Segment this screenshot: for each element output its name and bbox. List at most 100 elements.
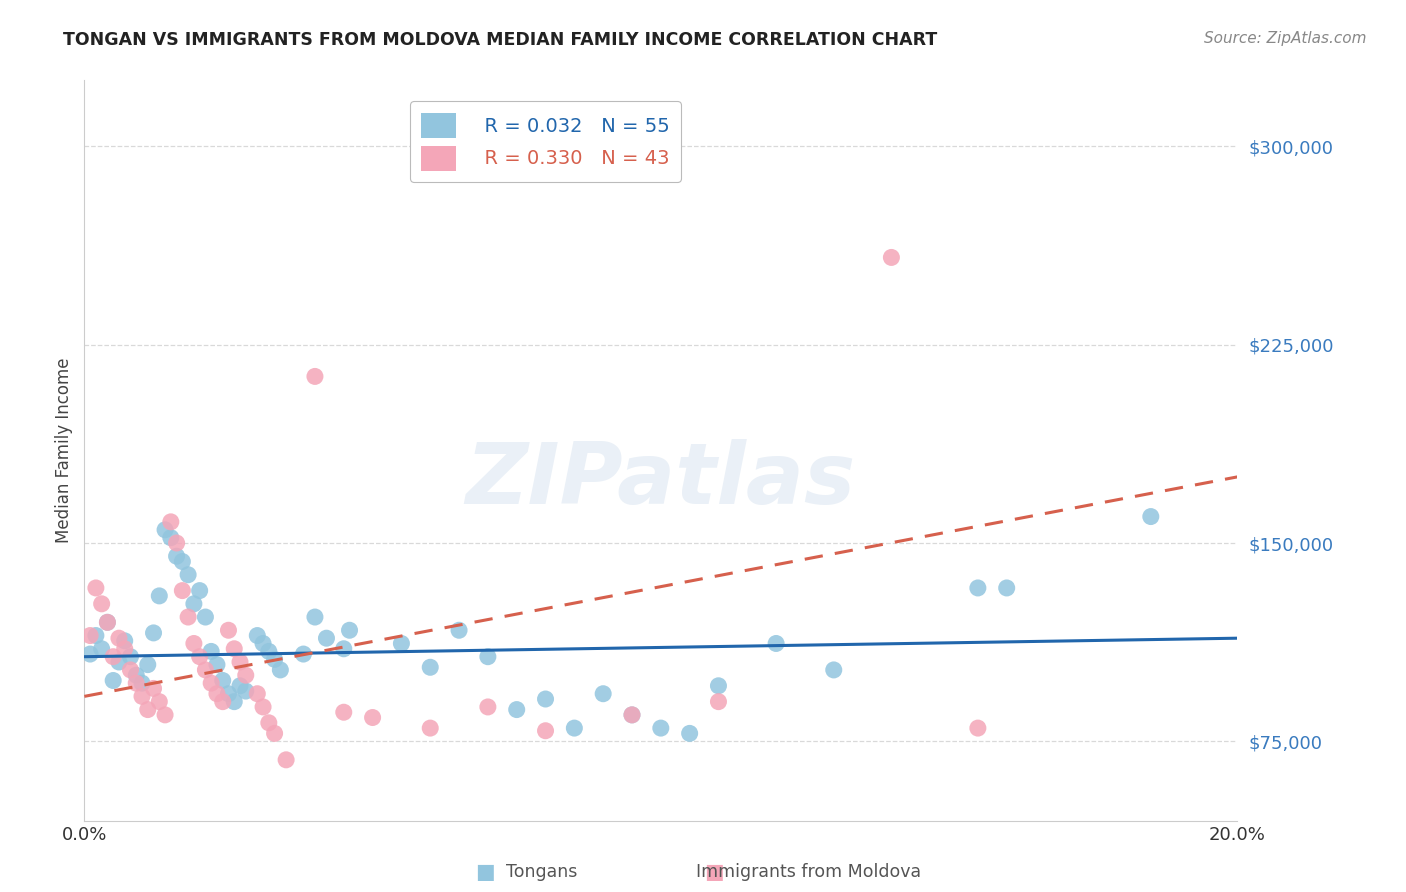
Point — [108, 631, 131, 645]
Point — [205, 657, 228, 672]
Point — [84, 629, 107, 643]
Point — [136, 657, 159, 672]
Point — [142, 626, 165, 640]
Point — [177, 567, 200, 582]
Text: TONGAN VS IMMIGRANTS FROM MOLDOVA MEDIAN FAMILY INCOME CORRELATION CHART: TONGAN VS IMMIGRANTS FROM MOLDOVA MEDIAN… — [63, 31, 938, 49]
Point — [506, 703, 529, 717]
Point — [224, 641, 246, 656]
Point — [166, 549, 188, 564]
Point — [90, 597, 112, 611]
Text: Immigrants from Moldova: Immigrants from Moldova — [696, 863, 921, 881]
Point — [211, 695, 233, 709]
Point — [224, 695, 246, 709]
Point — [183, 636, 205, 650]
Point — [153, 707, 176, 722]
Point — [707, 695, 730, 709]
Point — [967, 721, 990, 735]
Point — [153, 523, 176, 537]
Text: ■: ■ — [475, 863, 495, 882]
Point — [246, 629, 269, 643]
Point — [84, 581, 107, 595]
Point — [1140, 509, 1163, 524]
Text: Tongans: Tongans — [506, 863, 576, 881]
Point — [477, 649, 499, 664]
Point — [880, 251, 903, 265]
Point — [564, 721, 586, 735]
Point — [194, 610, 217, 624]
Point — [142, 681, 165, 696]
Point — [252, 636, 274, 650]
Point — [765, 636, 787, 650]
Point — [131, 676, 153, 690]
Point — [621, 707, 644, 722]
Point — [188, 649, 211, 664]
Legend:   R = 0.032   N = 55,   R = 0.330   N = 43: R = 0.032 N = 55, R = 0.330 N = 43 — [409, 101, 682, 182]
Point — [419, 660, 441, 674]
Point — [246, 687, 269, 701]
Point — [534, 723, 557, 738]
Point — [257, 715, 280, 730]
Point — [103, 673, 124, 688]
Point — [679, 726, 702, 740]
Point — [172, 554, 194, 569]
Point — [218, 687, 240, 701]
Point — [79, 629, 101, 643]
Point — [114, 641, 136, 656]
Point — [125, 676, 148, 690]
Point — [276, 753, 298, 767]
Point — [707, 679, 730, 693]
Point — [79, 647, 101, 661]
Point — [172, 583, 194, 598]
Point — [650, 721, 672, 735]
Point — [96, 615, 118, 630]
Point — [205, 687, 228, 701]
Point — [218, 624, 240, 638]
Point — [148, 695, 170, 709]
Point — [339, 624, 361, 638]
Point — [160, 515, 183, 529]
Point — [114, 633, 136, 648]
Y-axis label: Median Family Income: Median Family Income — [55, 358, 73, 543]
Point — [211, 673, 233, 688]
Point — [194, 663, 217, 677]
Text: ■: ■ — [704, 863, 724, 882]
Point — [995, 581, 1018, 595]
Point — [333, 705, 356, 719]
Point — [136, 703, 159, 717]
Point — [315, 631, 337, 645]
Point — [304, 369, 326, 384]
Point — [235, 684, 257, 698]
Point — [449, 624, 471, 638]
Point — [257, 644, 280, 658]
Point — [592, 687, 614, 701]
Point — [96, 615, 118, 630]
Point — [183, 597, 205, 611]
Point — [252, 700, 274, 714]
Point — [188, 583, 211, 598]
Point — [292, 647, 315, 661]
Point — [103, 649, 124, 664]
Point — [263, 726, 285, 740]
Point — [120, 649, 142, 664]
Point — [160, 531, 183, 545]
Point — [148, 589, 170, 603]
Point — [200, 676, 222, 690]
Point — [477, 700, 499, 714]
Point — [967, 581, 990, 595]
Point — [534, 692, 557, 706]
Point — [263, 652, 285, 666]
Point — [361, 710, 384, 724]
Text: ZIPatlas: ZIPatlas — [465, 439, 856, 522]
Point — [333, 641, 356, 656]
Point — [269, 663, 291, 677]
Text: Source: ZipAtlas.com: Source: ZipAtlas.com — [1204, 31, 1367, 46]
Point — [120, 663, 142, 677]
Point — [229, 679, 252, 693]
Point — [166, 536, 188, 550]
Point — [200, 644, 222, 658]
Point — [90, 641, 112, 656]
Point — [131, 690, 153, 704]
Point — [125, 668, 148, 682]
Point — [391, 636, 413, 650]
Point — [419, 721, 441, 735]
